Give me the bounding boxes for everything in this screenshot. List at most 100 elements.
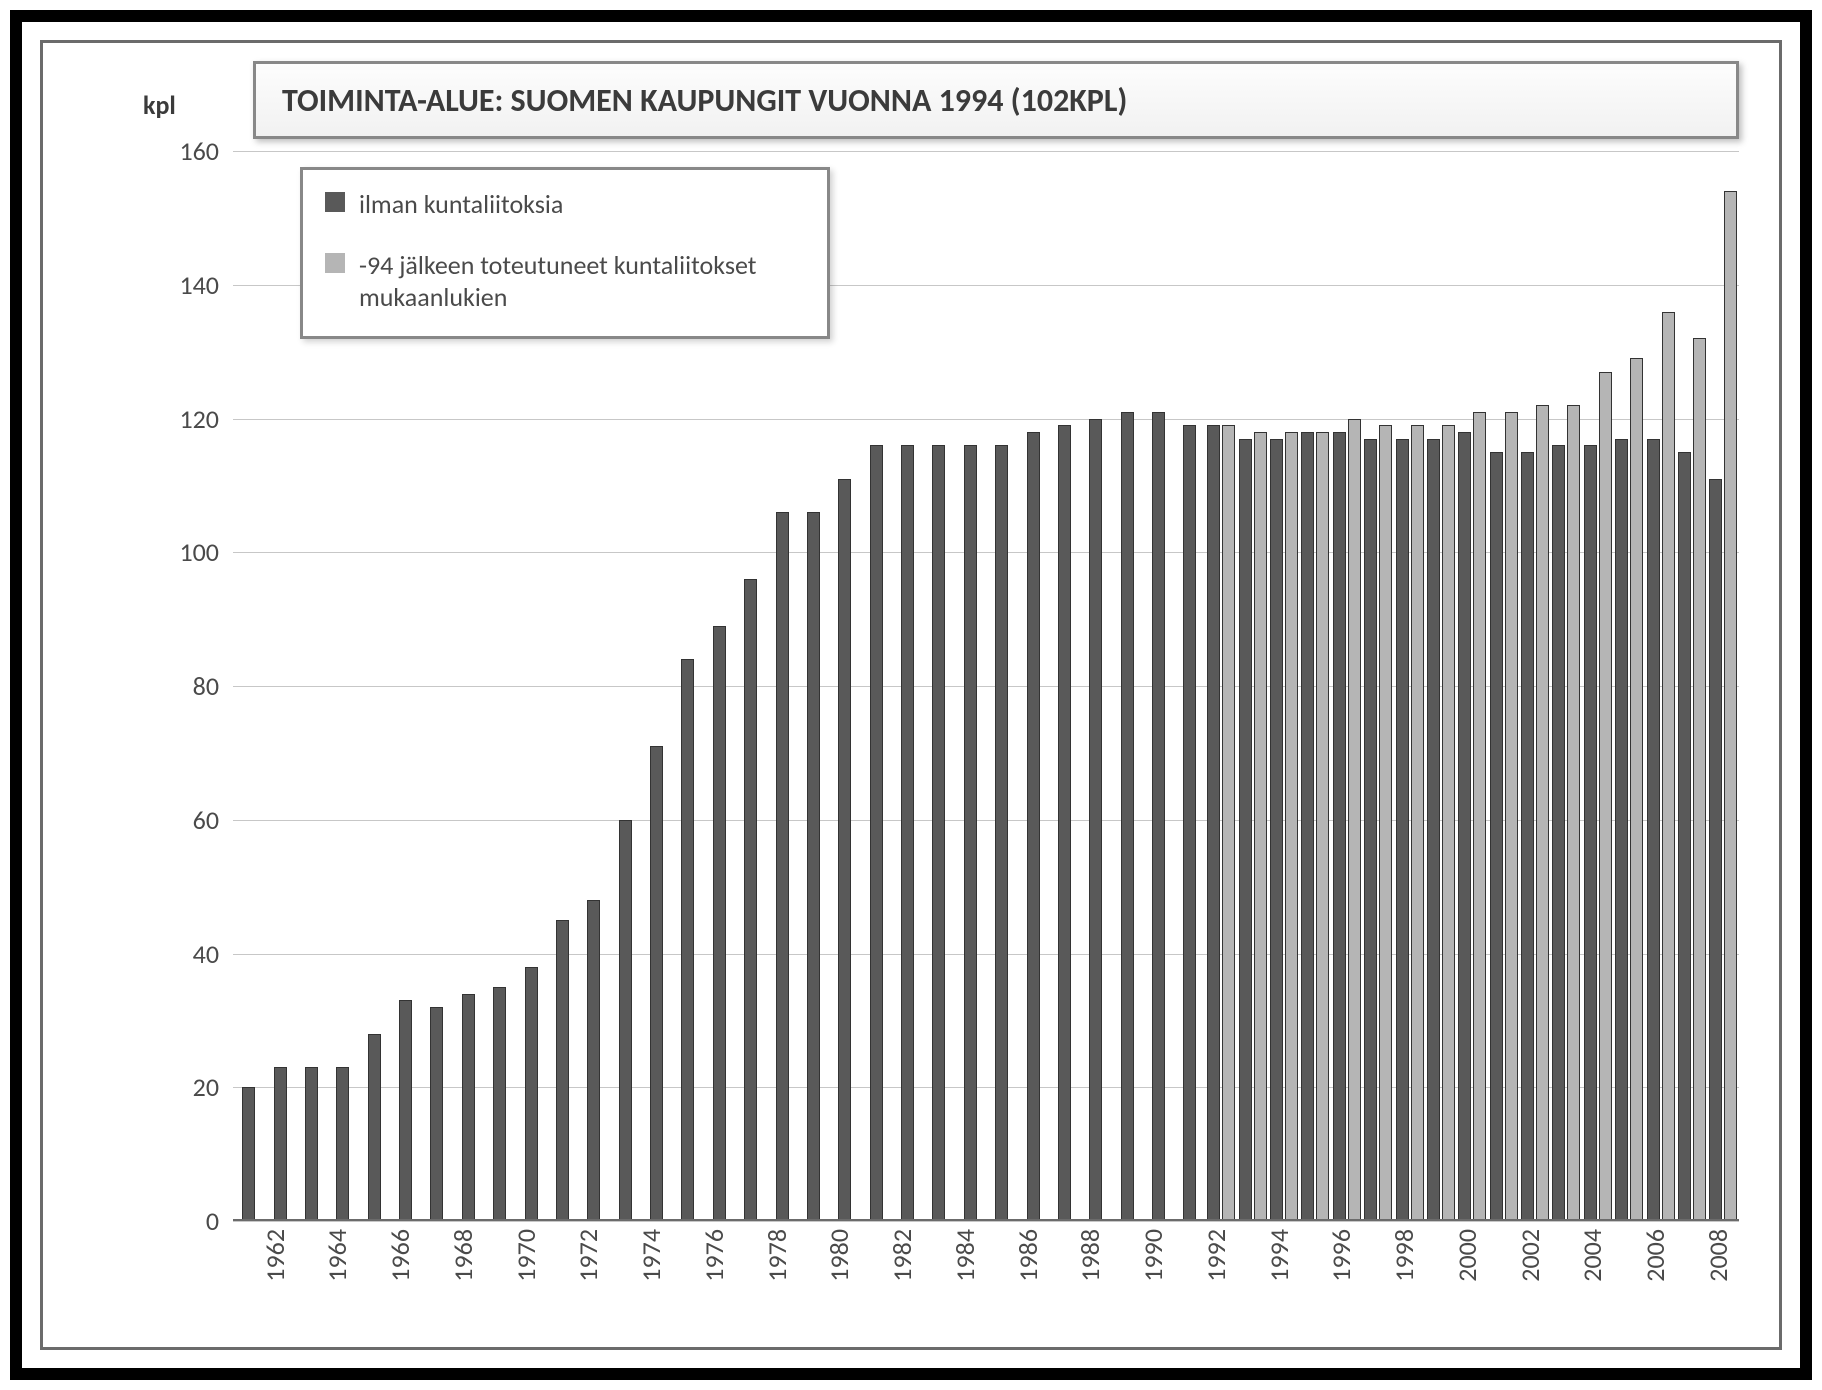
- y-axis-label: kpl: [143, 89, 176, 121]
- bar-series-a: [1521, 452, 1534, 1221]
- bar-series-a: [650, 746, 663, 1221]
- year-slot: [1331, 151, 1362, 1221]
- grid-line: [233, 1221, 1739, 1222]
- xtick-label: 1996: [1325, 1229, 1357, 1319]
- year-slot: [829, 151, 860, 1221]
- legend-item-2: -94 jälkeen toteutuneet kuntaliitokset m…: [325, 249, 805, 314]
- bar-series-b: [1379, 425, 1392, 1221]
- bar-series-a: [1709, 479, 1722, 1221]
- year-slot: [861, 151, 892, 1221]
- bar-series-a: [619, 820, 632, 1221]
- legend: ilman kuntaliitoksia -94 jälkeen toteutu…: [300, 167, 830, 339]
- bar-series-a: [964, 445, 977, 1221]
- bar-series-a: [776, 512, 789, 1221]
- bar-series-a: [1027, 432, 1040, 1221]
- legend-item-1: ilman kuntaliitoksia: [325, 188, 805, 221]
- legend-swatch-1: [325, 192, 345, 212]
- bar-series-a: [838, 479, 851, 1221]
- bar-series-a: [1458, 432, 1471, 1221]
- xtick-label: 1978: [761, 1229, 793, 1319]
- xtick-label: 1998: [1388, 1229, 1420, 1319]
- xtick-label: 1990: [1137, 1229, 1169, 1319]
- ytick-label: 140: [149, 269, 219, 301]
- bar-series-a: [681, 659, 694, 1221]
- bar-series-a: [1427, 439, 1440, 1221]
- bar-series-a: [305, 1067, 318, 1221]
- year-slot: [1237, 151, 1268, 1221]
- year-slot: [1394, 151, 1425, 1221]
- bar-series-a: [430, 1007, 443, 1221]
- ytick-label: 40: [149, 938, 219, 970]
- bar-series-b: [1442, 425, 1455, 1221]
- bar-series-b: [1693, 338, 1706, 1221]
- bar-series-a: [493, 987, 506, 1221]
- bar-series-a: [932, 445, 945, 1221]
- bar-series-a: [1678, 452, 1691, 1221]
- bar-series-a: [525, 967, 538, 1221]
- xtick-label: 1984: [949, 1229, 981, 1319]
- bar-series-a: [744, 579, 757, 1221]
- bar-series-b: [1411, 425, 1424, 1221]
- year-slot: [955, 151, 986, 1221]
- chart-title: TOIMINTA-ALUE: SUOMEN KAUPUNGIT VUONNA 1…: [282, 81, 1127, 120]
- xtick-label: 1986: [1012, 1229, 1044, 1319]
- year-slot: [1551, 151, 1582, 1221]
- year-slot: [986, 151, 1017, 1221]
- bar-series-b: [1567, 405, 1580, 1221]
- xtick-label: 1970: [510, 1229, 542, 1319]
- bar-series-a: [1301, 432, 1314, 1221]
- year-slot: [1049, 151, 1080, 1221]
- year-slot: [1268, 151, 1299, 1221]
- year-slot: [1457, 151, 1488, 1221]
- year-slot: [1519, 151, 1550, 1221]
- ytick-label: 100: [149, 536, 219, 568]
- bar-series-a: [556, 920, 569, 1221]
- bar-series-b: [1599, 372, 1612, 1221]
- year-slot: [1676, 151, 1707, 1221]
- year-slot: [1080, 151, 1111, 1221]
- legend-swatch-2: [325, 253, 345, 273]
- bar-series-a: [587, 900, 600, 1221]
- bar-series-a: [242, 1087, 255, 1221]
- bar-series-b: [1536, 405, 1549, 1221]
- bar-series-b: [1630, 358, 1643, 1221]
- bar-series-a: [336, 1067, 349, 1221]
- year-slot: [233, 151, 264, 1221]
- year-slot: [1425, 151, 1456, 1221]
- bar-series-a: [1058, 425, 1071, 1221]
- bar-series-a: [807, 512, 820, 1221]
- chart-inner-frame: kpl TOIMINTA-ALUE: SUOMEN KAUPUNGIT VUON…: [40, 40, 1782, 1350]
- bar-series-a: [1207, 425, 1220, 1221]
- xtick-label: 2006: [1639, 1229, 1671, 1319]
- year-slot: [1143, 151, 1174, 1221]
- bar-series-b: [1724, 191, 1737, 1221]
- xtick-label: 1980: [823, 1229, 855, 1319]
- bar-series-b: [1254, 432, 1267, 1221]
- bar-series-b: [1473, 412, 1486, 1221]
- xtick-label: 1974: [635, 1229, 667, 1319]
- bar-series-a: [901, 445, 914, 1221]
- bar-series-a: [399, 1000, 412, 1221]
- bar-series-a: [1333, 432, 1346, 1221]
- year-slot: [1174, 151, 1205, 1221]
- year-slot: [1206, 151, 1237, 1221]
- x-axis: 1962196419661968197019721974197619781980…: [233, 1221, 1739, 1341]
- bar-series-a: [1490, 452, 1503, 1221]
- xtick-label: 2000: [1451, 1229, 1483, 1319]
- xtick-label: 1982: [886, 1229, 918, 1319]
- chart-title-box: TOIMINTA-ALUE: SUOMEN KAUPUNGIT VUONNA 1…: [253, 61, 1739, 139]
- bar-series-b: [1316, 432, 1329, 1221]
- xtick-label: 2002: [1514, 1229, 1546, 1319]
- xtick-label: 1994: [1263, 1229, 1295, 1319]
- ytick-label: 60: [149, 804, 219, 836]
- year-slot: [264, 151, 295, 1221]
- bar-series-a: [1152, 412, 1165, 1221]
- year-slot: [1582, 151, 1613, 1221]
- year-slot: [892, 151, 923, 1221]
- bar-series-a: [368, 1034, 381, 1221]
- bar-series-a: [1552, 445, 1565, 1221]
- year-slot: [1017, 151, 1048, 1221]
- bar-series-a: [1364, 439, 1377, 1221]
- bar-series-b: [1348, 419, 1361, 1222]
- xtick-label: 1972: [572, 1229, 604, 1319]
